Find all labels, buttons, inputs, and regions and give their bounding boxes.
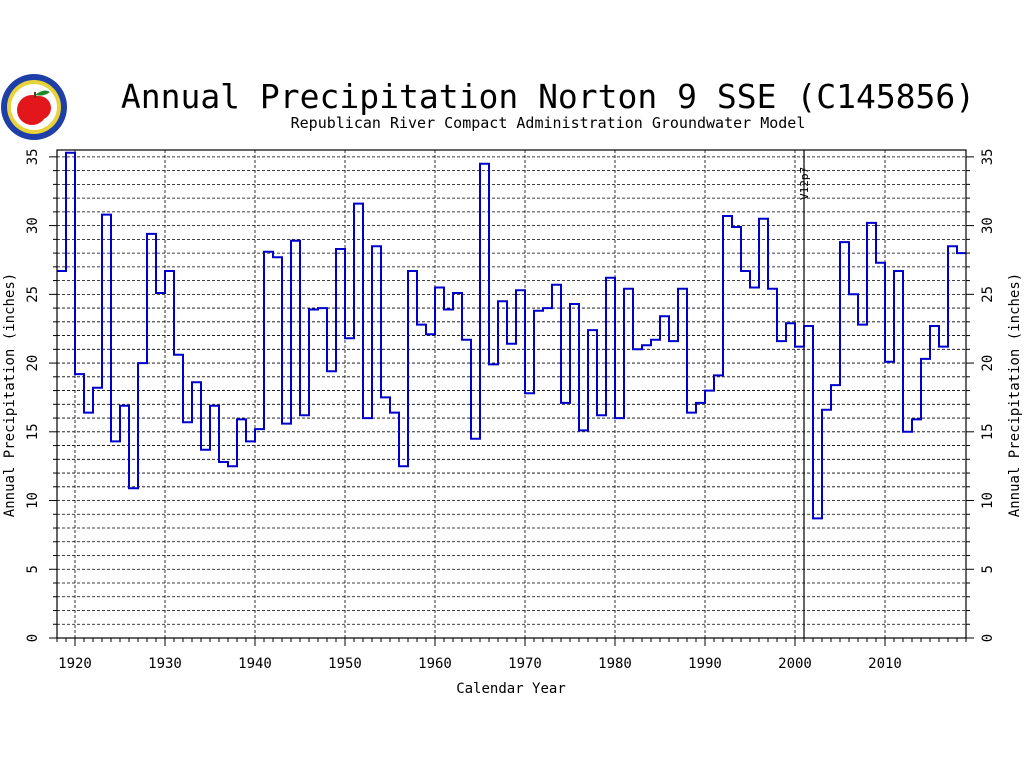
x-tick-label: 1950 bbox=[328, 656, 362, 672]
y-axis-label-right: Annual Precipitation (inches) bbox=[1007, 273, 1023, 517]
y-tick-label: 15 bbox=[980, 423, 996, 440]
plot-frame bbox=[56, 149, 967, 639]
kansas-apple-seal-logo bbox=[1, 74, 67, 140]
y-tick-label: 15 bbox=[25, 423, 41, 440]
y-tick-label: 10 bbox=[25, 492, 41, 509]
y-tick-label: 35 bbox=[980, 148, 996, 165]
annotation-label: V12p7 bbox=[798, 167, 811, 200]
y-tick-label: 0 bbox=[980, 634, 996, 642]
y-tick-label: 25 bbox=[980, 286, 996, 303]
precipitation-series-line bbox=[57, 151, 966, 520]
axes bbox=[49, 149, 974, 646]
y-tick-label: 35 bbox=[25, 148, 41, 165]
grid bbox=[57, 150, 966, 638]
y-tick-label: 20 bbox=[25, 355, 41, 372]
y-tick-label: 5 bbox=[25, 565, 41, 573]
x-tick-label: 1940 bbox=[238, 656, 272, 672]
chart-title: Annual Precipitation Norton 9 SSE (C1458… bbox=[121, 77, 975, 116]
x-tick-label: 1960 bbox=[418, 656, 452, 672]
y-tick-label: 10 bbox=[980, 492, 996, 509]
x-tick-label: 1990 bbox=[688, 656, 722, 672]
x-tick-label: 1920 bbox=[58, 656, 92, 672]
y-axis-label-left: Annual Precipitation (inches) bbox=[2, 273, 18, 517]
y-tick-label: 5 bbox=[980, 565, 996, 573]
y-tick-label: 25 bbox=[25, 286, 41, 303]
y-tick-label: 20 bbox=[980, 355, 996, 372]
series bbox=[57, 151, 966, 520]
x-tick-label: 1930 bbox=[148, 656, 182, 672]
x-tick-label: 1970 bbox=[508, 656, 542, 672]
y-tick-label: 30 bbox=[25, 217, 41, 234]
y-tick-label: 30 bbox=[980, 217, 996, 234]
tick-labels: 0 0 5 5 10 10 15 15 20 20 25 25 30 30 35 35 1920 1930 1940… bbox=[25, 148, 996, 672]
chart-subtitle: Republican River Compact Administration … bbox=[291, 114, 806, 132]
annotation: V12p7 bbox=[798, 150, 811, 638]
x-tick-label: 1980 bbox=[598, 656, 632, 672]
x-tick-label: 2000 bbox=[778, 656, 812, 672]
x-axis-label: Calendar Year bbox=[456, 681, 566, 697]
y-tick-label: 0 bbox=[25, 634, 41, 642]
x-tick-label: 2010 bbox=[868, 656, 902, 672]
